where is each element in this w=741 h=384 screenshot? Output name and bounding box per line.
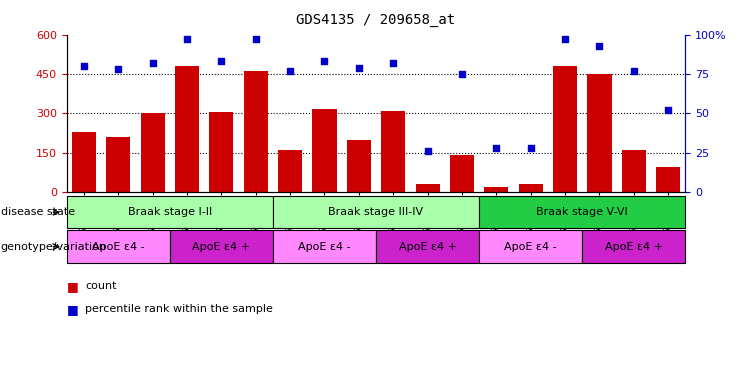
Text: ■: ■ <box>67 303 79 316</box>
Text: ApoE ε4 +: ApoE ε4 + <box>605 242 663 252</box>
Bar <box>313 109 336 192</box>
Bar <box>273 196 479 228</box>
Point <box>559 36 571 42</box>
Point <box>491 145 502 151</box>
Point <box>78 63 90 69</box>
Point <box>594 43 605 49</box>
Bar <box>67 196 273 228</box>
Bar <box>244 71 268 192</box>
Text: Braak stage III-IV: Braak stage III-IV <box>328 207 424 217</box>
Bar <box>416 184 439 192</box>
Text: ApoE ε4 -: ApoE ε4 - <box>298 242 350 252</box>
Point <box>662 107 674 113</box>
Bar <box>170 230 273 263</box>
Text: GDS4135 / 209658_at: GDS4135 / 209658_at <box>296 13 456 27</box>
Point <box>181 36 193 42</box>
Text: disease state: disease state <box>1 207 75 217</box>
Bar <box>553 66 577 192</box>
Bar <box>657 167 680 192</box>
Bar <box>67 230 170 263</box>
Bar <box>450 155 474 192</box>
Bar <box>479 196 685 228</box>
Bar <box>519 184 542 192</box>
Point <box>525 145 536 151</box>
Bar <box>273 230 376 263</box>
Text: ApoE ε4 -: ApoE ε4 - <box>505 242 557 252</box>
Point <box>285 68 296 74</box>
Point <box>456 71 468 77</box>
Bar <box>381 111 405 192</box>
Bar <box>376 230 479 263</box>
Bar <box>479 230 582 263</box>
Point <box>388 60 399 66</box>
Point <box>250 36 262 42</box>
Point <box>628 68 639 74</box>
Bar <box>175 66 199 192</box>
Text: genotype/variation: genotype/variation <box>1 242 107 252</box>
Bar <box>210 112 233 192</box>
Bar <box>106 137 130 192</box>
Text: ApoE ε4 +: ApoE ε4 + <box>399 242 456 252</box>
Bar <box>582 230 685 263</box>
Bar <box>141 113 165 192</box>
Point <box>216 58 227 65</box>
Text: ApoE ε4 +: ApoE ε4 + <box>193 242 250 252</box>
Bar <box>278 150 302 192</box>
Text: ■: ■ <box>67 280 79 293</box>
Text: ApoE ε4 -: ApoE ε4 - <box>92 242 144 252</box>
Point <box>113 66 124 72</box>
Bar <box>72 132 96 192</box>
Bar <box>588 74 611 192</box>
Bar <box>347 139 371 192</box>
Bar <box>485 187 508 192</box>
Text: Braak stage I-II: Braak stage I-II <box>127 207 212 217</box>
Text: Braak stage V-VI: Braak stage V-VI <box>536 207 628 217</box>
Point <box>147 60 159 66</box>
Point <box>422 148 433 154</box>
Point <box>353 65 365 71</box>
Bar <box>622 150 646 192</box>
Text: count: count <box>85 281 117 291</box>
Point <box>319 58 330 65</box>
Text: percentile rank within the sample: percentile rank within the sample <box>85 304 273 314</box>
